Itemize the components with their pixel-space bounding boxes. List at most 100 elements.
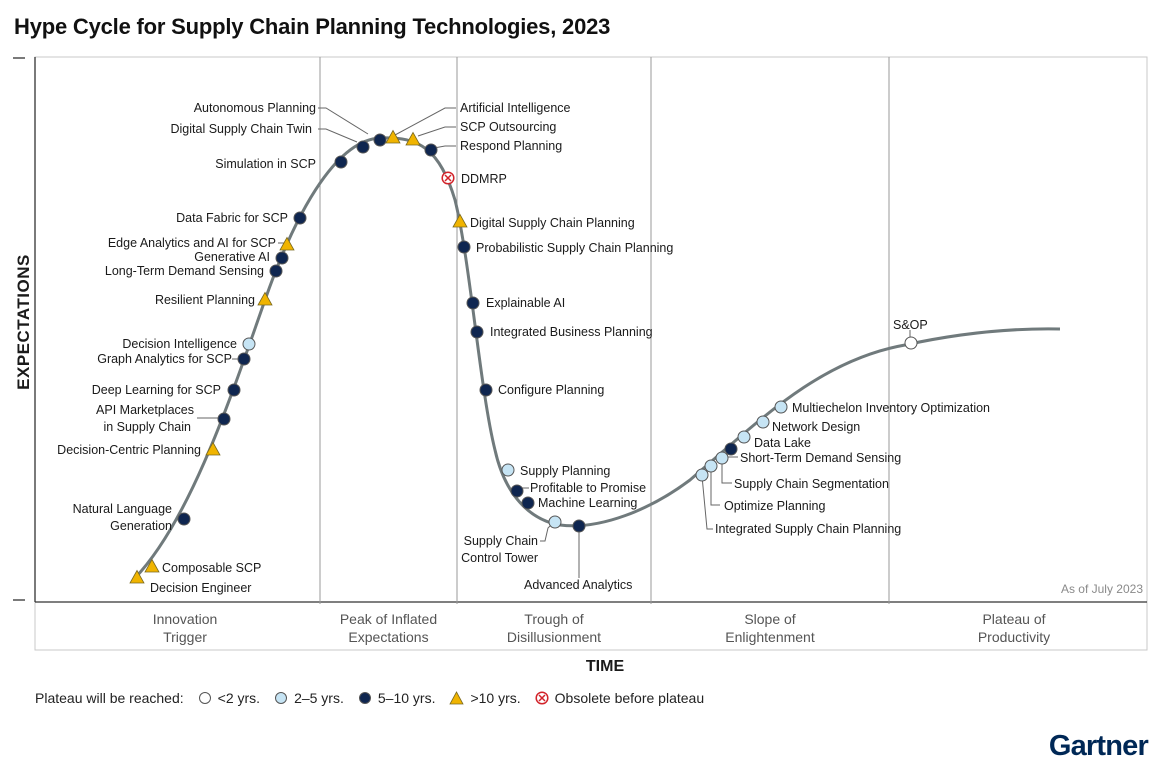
label-api-marketplaces-in-supply-chain-planning: API Marketplaces (96, 403, 194, 417)
marker-artificial-intelligence (385, 129, 401, 144)
marker-ddmrp (441, 171, 455, 185)
label-api-marketplaces-in-supply-chain-planning: in Supply Chain (103, 420, 191, 434)
marker-scp-outsourcing (405, 131, 421, 146)
marker-api-marketplaces-in-supply-chain-planning (217, 412, 231, 426)
label-data-fabric-for-scp: Data Fabric for SCP (176, 211, 288, 225)
phase-trough: Trough of Disillusionment (457, 610, 651, 646)
label-respond-planning: Respond Planning (460, 139, 562, 153)
phase-line-2: Disillusionment (506, 629, 602, 645)
label-deep-learning-for-scp: Deep Learning for SCP (92, 383, 221, 397)
technology-labels: Autonomous Planning Digital Supply Chain … (57, 101, 990, 595)
marker-natural-language-generation (177, 512, 191, 526)
marker-simulation-in-scp (334, 155, 348, 169)
marker-integrated-supply-chain-planning (695, 468, 709, 482)
marker-configure-planning (479, 383, 493, 397)
marker-decision-intelligence (242, 337, 256, 351)
marker-probabilistic-supply-chain-planning (457, 240, 471, 254)
marker-integrated-business-planning (470, 325, 484, 339)
label-network-design: Network Design (772, 420, 860, 434)
marker-machine-learning (521, 496, 535, 510)
phase-slope: Slope of Enlightenment (651, 610, 889, 646)
marker-supply-chain-segmentation (715, 451, 729, 465)
phase-line-1: Trough of (524, 611, 584, 627)
marker-generative-ai (275, 251, 289, 265)
page-title: Hype Cycle for Supply Chain Planning Tec… (14, 14, 611, 39)
marker-profitable-to-promise (510, 484, 524, 498)
as-of-note: As of July 2023 (1060, 582, 1143, 596)
marker-resilient-planning (257, 291, 273, 306)
obsolete-x-icon (535, 691, 549, 705)
marker-autonomous-planning (373, 133, 387, 147)
legend-item-obsolete: Obsolete before plateau (535, 690, 704, 706)
label-configure-planning: Configure Planning (498, 383, 604, 397)
marker-short-term-demand-sensing (724, 442, 738, 456)
label-optimize-planning: Optimize Planning (724, 499, 825, 513)
phase-innovation-trigger: Innovation Trigger (110, 610, 260, 646)
marker-composable-scp (144, 558, 160, 573)
label-scp-outsourcing: SCP Outsourcing (460, 120, 556, 134)
phase-line-1: Plateau of (982, 611, 1046, 627)
marker-multiechelon-inventory-optimization (774, 400, 788, 414)
marker-supply-planning (501, 463, 515, 477)
label-simulation-in-scp: Simulation in SCP (215, 157, 316, 171)
legend-item-over-10: >10 yrs. (449, 690, 521, 706)
marker-network-design (756, 415, 770, 429)
marker-digital-supply-chain-twin (356, 140, 370, 154)
phase-peak: Peak of Inflated Expectations (320, 610, 457, 646)
phase-line-1: Peak of Inflated (339, 611, 438, 627)
leader-autonomous-planning (318, 107, 369, 135)
marker-explainable-ai (466, 296, 480, 310)
label-ddmrp: DDMRP (461, 172, 507, 186)
label-supply-chain-segmentation: Supply Chain Segmentation (734, 477, 889, 491)
label-decision-engineer: Decision Engineer (150, 581, 251, 595)
label-supply-chain-control-tower: Supply Chain (464, 534, 538, 548)
label-data-lake: Data Lake (754, 436, 811, 450)
marker-supply-chain-control-tower (548, 515, 562, 529)
legend-label: 2–5 yrs. (294, 690, 344, 706)
legend-item-2-5: 2–5 yrs. (274, 690, 344, 706)
leader-artificial-intelligence (394, 107, 456, 136)
legend-label: Obsolete before plateau (554, 690, 705, 706)
marker-graph-analytics-for-scp (237, 352, 251, 366)
label-probabilistic-supply-chain-planning: Probabilistic Supply Chain Planning (476, 241, 673, 255)
label-digital-supply-chain-twin: Digital Supply Chain Twin (170, 122, 312, 136)
hype-curve (133, 136, 1061, 580)
leader-lines (197, 107, 911, 578)
y-axis-label: EXPECTATIONS (14, 254, 33, 390)
leader-digital-twin (318, 128, 358, 143)
label-artificial-intelligence: Artificial Intelligence (460, 101, 571, 115)
phase-line-2: Trigger (163, 629, 207, 645)
marker-digital-supply-chain-planning (452, 213, 468, 228)
label-resilient-planning: Resilient Planning (155, 293, 255, 307)
label-advanced-analytics: Advanced Analytics (524, 578, 632, 592)
label-composable-scp: Composable SCP (162, 561, 261, 575)
gold-triangle-icon (449, 691, 465, 705)
label-graph-analytics-for-scp: Graph Analytics for SCP (97, 352, 232, 366)
label-natural-language-generation: Generation (110, 519, 172, 533)
label-short-term-demand-sensing: Short-Term Demand Sensing (740, 451, 901, 465)
marker-long-term-demand-sensing (269, 264, 283, 278)
label-sandop: S&OP (893, 318, 928, 332)
label-natural-language-generation: Natural Language (73, 502, 172, 516)
leader-integrated-scp (701, 475, 713, 530)
phase-line-2: Productivity (977, 629, 1051, 645)
label-decision-intelligence: Decision Intelligence (122, 337, 237, 351)
legend-label: <2 yrs. (217, 690, 261, 706)
phase-line-2: Enlightenment (725, 629, 815, 645)
leader-respond-planning (433, 145, 456, 149)
label-machine-learning: Machine Learning (538, 496, 637, 510)
phase-line-2: Expectations (348, 629, 429, 645)
x-axis-label: TIME (585, 658, 625, 675)
marker-data-fabric-for-scp (293, 211, 307, 225)
lightblue-circle-icon (275, 692, 288, 704)
obsolete-cross-stroke (444, 174, 452, 182)
marker-decision-engineer (129, 569, 145, 584)
marker-optimize-planning (704, 459, 718, 473)
marker-sandop (904, 336, 918, 350)
label-digital-supply-chain-planning: Digital Supply Chain Planning (470, 216, 635, 230)
legend-item-5-10: 5–10 yrs. (358, 690, 435, 706)
legend-heading: Plateau will be reached: (35, 690, 184, 706)
phase-plateau: Plateau of Productivity (889, 610, 1139, 646)
phase-line-1: Slope of (744, 611, 796, 627)
